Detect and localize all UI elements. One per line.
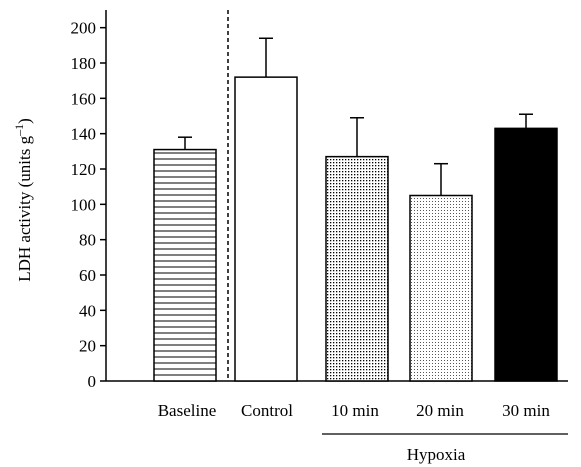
- category-labels: Baseline Control 10 min 20 min 30 min Hypoxia: [158, 401, 568, 464]
- y-tick-label: 160: [71, 89, 97, 108]
- y-tick-label: 40: [79, 301, 96, 320]
- x-tick-label: Baseline: [158, 401, 217, 420]
- bar-control: [234, 76, 298, 382]
- x-tick-label: Control: [241, 401, 293, 420]
- y-tick-label: 120: [71, 160, 97, 179]
- y-tick-label: 20: [79, 337, 96, 356]
- bars: [153, 37, 558, 382]
- group-label-hypoxia: Hypoxia: [407, 445, 466, 464]
- y-tick-label: 100: [71, 195, 97, 214]
- bar-10-min: [325, 155, 389, 382]
- bar-baseline: [153, 148, 217, 382]
- y-tick-label: 180: [71, 54, 97, 73]
- bar-20-min: [409, 194, 473, 382]
- x-tick-label: 30 min: [502, 401, 550, 420]
- y-axis-title-close: ): [15, 118, 34, 124]
- y-tick-label: 140: [71, 125, 97, 144]
- axes: 0 20 40 60 80 100 120 140 160 180 200: [71, 10, 568, 391]
- y-tick-label: 80: [79, 231, 96, 250]
- x-tick-label: 20 min: [416, 401, 464, 420]
- y-axis-title-main: LDH activity (units g: [15, 135, 34, 281]
- y-tick-label: 0: [88, 372, 97, 391]
- y-axis-title: LDH activity (units g–1): [12, 118, 34, 282]
- bar-30-min: [494, 127, 558, 382]
- y-tick-label: 200: [71, 19, 97, 38]
- y-tick-label: 60: [79, 266, 96, 285]
- x-tick-label: 10 min: [331, 401, 379, 420]
- y-axis-title-sup: –1: [12, 124, 26, 137]
